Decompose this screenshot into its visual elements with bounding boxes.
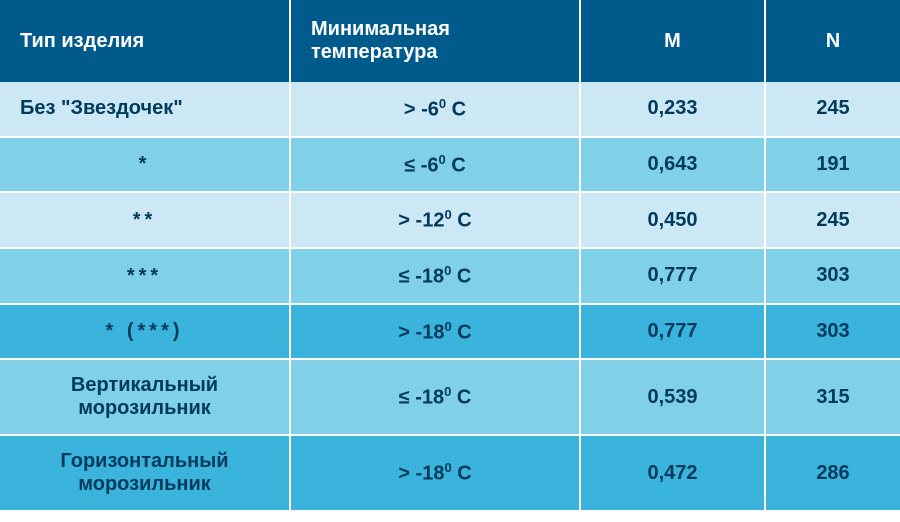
header-n: N xyxy=(765,0,900,82)
cell-m: 0,539 xyxy=(580,359,765,435)
cell-n: 245 xyxy=(765,82,900,137)
cell-m: 0,777 xyxy=(580,248,765,304)
table-header-row: Тип изделия Минимальная температура M N xyxy=(0,0,900,82)
header-type: Тип изделия xyxy=(0,0,290,82)
table-row: Без "Звездочек"> -60 C0,233245 xyxy=(0,82,900,137)
cell-type: *** xyxy=(0,248,290,304)
cell-n: 315 xyxy=(765,359,900,435)
cell-m: 0,777 xyxy=(580,304,765,360)
table-row: **> -120 C0,450245 xyxy=(0,192,900,248)
table-row: ***≤ -180 C0,777303 xyxy=(0,248,900,304)
cell-temp: > -120 C xyxy=(290,192,580,248)
cell-m: 0,233 xyxy=(580,82,765,137)
table-row: Вертикальныйморозильник≤ -180 C0,539315 xyxy=(0,359,900,435)
header-m: M xyxy=(580,0,765,82)
freezer-spec-table: Тип изделия Минимальная температура M N … xyxy=(0,0,900,512)
cell-n: 191 xyxy=(765,137,900,193)
cell-m: 0,472 xyxy=(580,435,765,511)
cell-temp: ≤ -60 C xyxy=(290,137,580,193)
table-body: Без "Звездочек"> -60 C0,233245*≤ -60 C0,… xyxy=(0,82,900,511)
cell-type: ** xyxy=(0,192,290,248)
cell-type: Вертикальныйморозильник xyxy=(0,359,290,435)
table-row: *≤ -60 C0,643191 xyxy=(0,137,900,193)
cell-type: * xyxy=(0,137,290,193)
cell-n: 245 xyxy=(765,192,900,248)
header-temp: Минимальная температура xyxy=(290,0,580,82)
cell-type: Без "Звездочек" xyxy=(0,82,290,137)
cell-temp: ≤ -180 C xyxy=(290,359,580,435)
cell-n: 286 xyxy=(765,435,900,511)
cell-temp: > -60 C xyxy=(290,82,580,137)
cell-type: Горизонтальныйморозильник xyxy=(0,435,290,511)
table-row: * (***)> -180 C0,777303 xyxy=(0,304,900,360)
cell-temp: > -180 C xyxy=(290,435,580,511)
cell-n: 303 xyxy=(765,304,900,360)
cell-temp: ≤ -180 C xyxy=(290,248,580,304)
cell-m: 0,450 xyxy=(580,192,765,248)
table-row: Горизонтальныйморозильник> -180 C0,47228… xyxy=(0,435,900,511)
cell-temp: > -180 C xyxy=(290,304,580,360)
cell-m: 0,643 xyxy=(580,137,765,193)
cell-type: * (***) xyxy=(0,304,290,360)
cell-n: 303 xyxy=(765,248,900,304)
